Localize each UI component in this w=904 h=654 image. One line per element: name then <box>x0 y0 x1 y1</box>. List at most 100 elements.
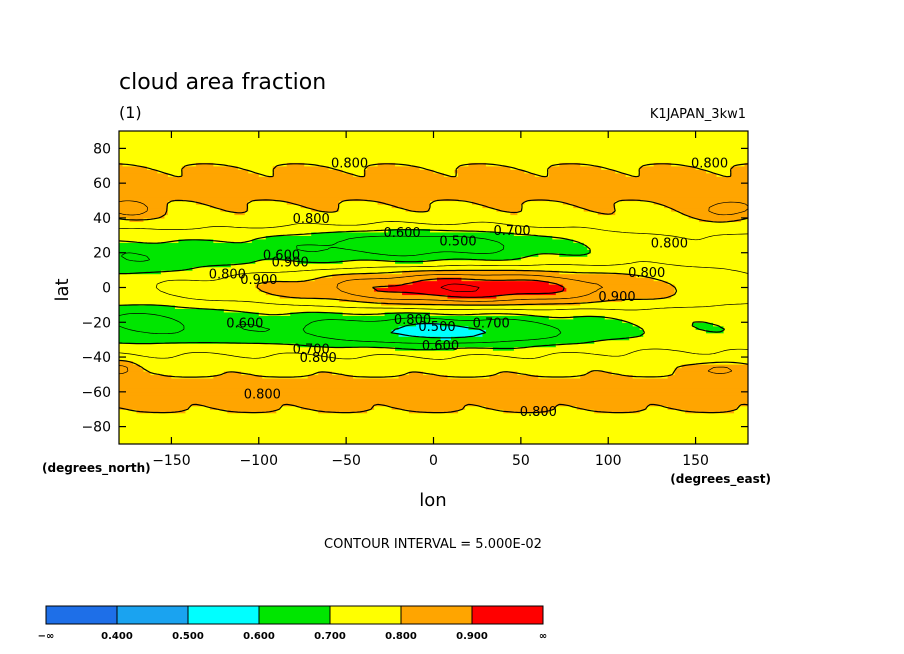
field-cell <box>265 290 403 296</box>
contour-label: 0.900 <box>598 290 635 305</box>
field-cell <box>706 329 725 334</box>
field-cell <box>447 294 497 299</box>
field-cell <box>580 374 634 379</box>
x-tick-label: −150 <box>152 453 190 469</box>
chart-subtitle: (1) <box>119 103 142 122</box>
field-cell <box>258 287 375 292</box>
field-cell <box>534 172 550 177</box>
field-cell <box>681 210 748 216</box>
field-cell <box>671 162 746 167</box>
field-cell <box>227 409 277 414</box>
contour-label: 0.600 <box>422 339 459 354</box>
field-cell <box>167 200 197 205</box>
field-cell <box>615 210 683 216</box>
field-cell <box>548 172 627 177</box>
field-cell <box>482 332 644 337</box>
field-cell <box>391 204 431 209</box>
field-cell <box>695 165 732 170</box>
colorbar-label: 0.900 <box>456 631 488 642</box>
field-cell <box>122 162 197 167</box>
field-cell <box>464 405 487 410</box>
colorbar-swatch <box>258 605 331 625</box>
field-cell <box>332 273 637 278</box>
field-cell <box>119 249 592 254</box>
y-tick-label: −80 <box>81 420 111 436</box>
field-cell <box>423 370 501 376</box>
field-cell <box>119 151 748 156</box>
y-tick-label: −20 <box>81 315 111 331</box>
field-cell <box>412 280 550 285</box>
field-cell <box>681 364 748 369</box>
field-cell <box>513 231 748 236</box>
field-cell <box>237 165 274 170</box>
contour-line <box>119 229 726 351</box>
field-cell <box>119 148 748 153</box>
field-cell <box>195 200 249 205</box>
field-cell <box>220 207 249 212</box>
contour-label: 0.800 <box>331 156 368 171</box>
field-cell <box>255 284 389 289</box>
contour-label: 0.800 <box>628 266 665 281</box>
field-cell <box>447 374 491 379</box>
contour-label: 0.700 <box>293 342 330 357</box>
field-cell <box>132 360 748 365</box>
field-cell <box>713 322 748 327</box>
x-axis-label: lon <box>419 490 446 511</box>
field-cell <box>615 200 655 205</box>
field-cell <box>398 325 470 330</box>
field-cell <box>548 165 602 170</box>
field-cell <box>119 176 748 181</box>
field-cell <box>632 322 693 327</box>
colorbar-swatch <box>400 605 473 625</box>
field-cell <box>667 280 748 285</box>
field-cell <box>443 172 459 177</box>
field-cell <box>119 256 522 261</box>
colorbar-label: ∞ <box>539 631 547 642</box>
field-cell <box>615 204 665 209</box>
field-cell <box>723 325 748 330</box>
colorbar-label: 0.500 <box>172 631 204 642</box>
field-cell <box>667 374 748 379</box>
field-cell <box>119 336 442 341</box>
field-cell <box>119 405 190 410</box>
field-cell <box>643 332 748 337</box>
field-cell <box>454 346 494 351</box>
field-cell <box>639 409 686 414</box>
field-cell <box>119 374 173 379</box>
field-cell <box>328 165 368 170</box>
field-cell <box>119 381 748 386</box>
field-cell <box>580 162 655 167</box>
field-cell <box>119 315 550 320</box>
field-cell <box>590 249 748 254</box>
x-tick-label: 100 <box>595 453 622 469</box>
field-cell <box>489 374 539 379</box>
field-cell <box>734 409 748 414</box>
field-cell <box>391 405 466 410</box>
x-tick-label: 150 <box>682 453 709 469</box>
colorbar: −∞ 0.400 0.500 0.600 0.700 0.800 0.900 ∞ <box>38 605 547 642</box>
y-tick-label: 80 <box>93 141 111 157</box>
field-cell <box>146 165 183 170</box>
field-cell <box>587 245 748 250</box>
field-cell <box>615 207 672 212</box>
field-cell <box>119 388 748 393</box>
contour-line <box>372 278 565 298</box>
field-cell <box>576 405 648 410</box>
field-cell <box>297 343 557 348</box>
field-cell <box>450 336 630 341</box>
contour-label: 0.900 <box>272 255 309 270</box>
field-cell <box>290 311 344 316</box>
field-cell <box>398 374 449 379</box>
field-cell <box>119 204 169 209</box>
field-cell <box>601 165 641 170</box>
colorbar-label: 0.700 <box>314 631 346 642</box>
field-cell <box>367 165 421 170</box>
field-cell <box>192 266 748 271</box>
field-cell <box>629 336 748 341</box>
field-cell <box>181 172 260 177</box>
field-cell <box>653 277 748 282</box>
field-cell <box>639 325 697 330</box>
colorbar-label: 0.400 <box>101 631 133 642</box>
field-cell <box>167 207 221 212</box>
